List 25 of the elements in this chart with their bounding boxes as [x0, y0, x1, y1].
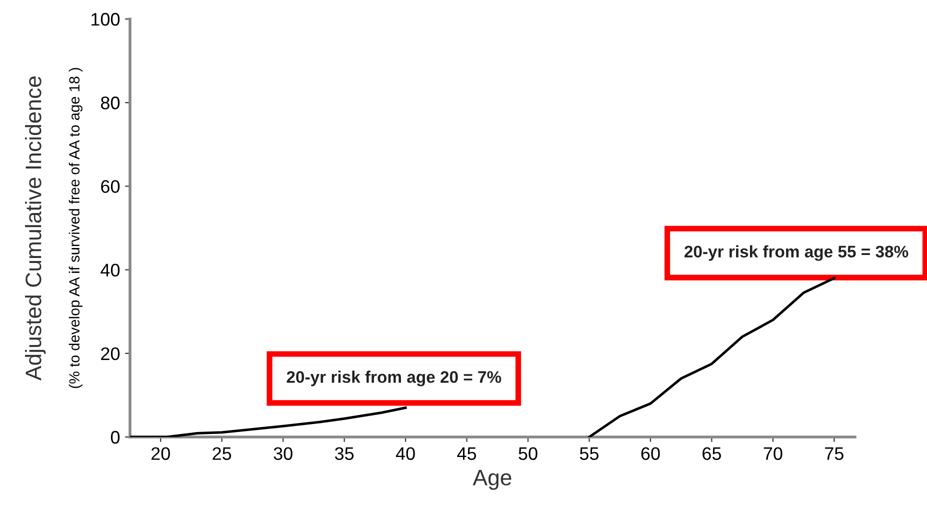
x-tick-label: 20 [151, 447, 170, 460]
y-axis-title: Adjusted Cumulative Incidence [24, 76, 46, 380]
y-tick-label: 60 [101, 180, 120, 193]
y-tick-label: 100 [92, 12, 120, 26]
y-tick-label: 40 [100, 264, 120, 277]
x-tick-label: 55 [580, 447, 599, 460]
text: (% to develop AA if survived free of AA to age 18 ) [68, 68, 82, 388]
x-tick-label: 75 [825, 447, 844, 460]
line-series [130, 406, 407, 437]
x-tick-label: 30 [274, 447, 292, 460]
y-tick-label: 80 [100, 96, 120, 110]
y-tick-label: 20 [101, 347, 120, 360]
y-tick-label: 0 [110, 430, 120, 444]
annotation: 20-yr risk from age 20 = 7% [286, 370, 502, 386]
x-tick-label: 65 [702, 447, 721, 460]
x-tick-label: 70 [764, 447, 782, 460]
x-tick-label: 45 [457, 447, 476, 460]
x-axis-title: Age [472, 470, 512, 490]
x-tick-label: 50 [518, 447, 538, 460]
line-series [588, 276, 836, 437]
x-tick-label: 25 [212, 447, 232, 460]
x-tick-label: 60 [641, 447, 660, 460]
x-tick-label: 40 [396, 447, 415, 460]
annotation: 20-yr risk from age 55 = 38% [684, 245, 908, 261]
x-tick-label: 35 [334, 447, 354, 460]
